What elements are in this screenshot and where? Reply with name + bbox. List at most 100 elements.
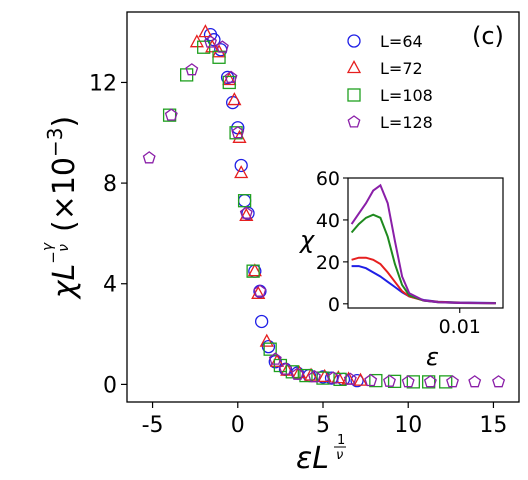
data-point	[268, 352, 282, 365]
data-point	[290, 367, 304, 380]
y-tick-label: 12	[89, 71, 117, 96]
data-point	[326, 371, 340, 384]
data-point	[353, 372, 368, 386]
x-tick-label: -5	[142, 413, 164, 438]
data-point	[316, 371, 330, 385]
inset-y-tick-label: 60	[316, 168, 340, 190]
data-point	[364, 373, 378, 387]
panel-label: (c)	[472, 22, 504, 50]
data-point	[406, 375, 420, 389]
x-label-main: εL	[296, 441, 329, 476]
x-axis-label: εL 1 ν	[296, 433, 346, 476]
data-point	[333, 372, 347, 387]
data-point	[423, 375, 437, 388]
svg-text:χL−γν(×10−3): χL−γν (×10−3)	[40, 116, 82, 300]
data-point	[422, 375, 436, 389]
data-point	[254, 314, 269, 329]
data-point	[299, 368, 313, 383]
inset-y-tick-label: 20	[316, 252, 340, 274]
inset-y-label: χ	[298, 226, 315, 254]
data-point	[204, 35, 217, 48]
legend-marker	[347, 34, 361, 48]
legend-marker	[346, 60, 362, 74]
inset-background	[348, 178, 503, 308]
data-point	[164, 108, 178, 121]
data-point	[185, 63, 199, 76]
legend-label: L=64	[380, 32, 423, 51]
inset-axis-ticks: 0 20 40 60 0.01	[316, 168, 481, 338]
inset-data-lines	[350, 183, 496, 305]
data-point	[387, 374, 402, 389]
x-label-sup-den: ν	[336, 448, 343, 463]
data-point	[162, 108, 177, 122]
y-label-unit: (×10	[47, 157, 82, 232]
data-point	[343, 372, 357, 385]
data-point	[215, 40, 229, 53]
data-point	[227, 92, 242, 106]
data-point	[239, 207, 254, 221]
inset-x-label: ε	[426, 343, 439, 371]
data-point	[142, 151, 156, 164]
data-point	[401, 375, 415, 388]
data-point	[308, 369, 321, 383]
series-l-128	[142, 35, 506, 388]
data-point	[234, 158, 248, 173]
x-tick-label: 5	[316, 413, 330, 438]
data-point	[369, 373, 383, 388]
x-tick-label: 10	[394, 413, 422, 438]
y-label-main: χL	[47, 264, 82, 300]
data-point	[224, 70, 238, 83]
inset-line-l-128	[350, 183, 496, 305]
legend-marker	[347, 88, 361, 102]
legend-label: L=108	[380, 86, 433, 105]
y-label-exp-num: γ	[40, 242, 56, 251]
main-axis-ticks: -5 0 5 10 15 0 4 8 12	[89, 71, 507, 438]
y-tick-label: 8	[103, 172, 117, 197]
inset-y-tick-label: 0	[328, 294, 340, 316]
data-point	[446, 375, 459, 388]
data-point	[285, 365, 299, 379]
y-tick-label: 0	[103, 373, 117, 398]
inset-x-tick-label: 0.01	[439, 316, 481, 338]
inset-y-tick-label: 40	[316, 210, 340, 232]
data-point	[198, 24, 213, 38]
series-l-108	[162, 40, 453, 389]
data-point	[492, 375, 506, 388]
data-point	[229, 126, 243, 140]
data-point	[439, 375, 453, 389]
legend: L=64 L=72 L=108 L=128	[346, 32, 433, 132]
series-l-72	[189, 24, 368, 386]
y-label-minus: −	[44, 251, 62, 264]
data-point	[247, 263, 262, 277]
data-point	[234, 165, 249, 179]
legend-label: L=72	[380, 59, 423, 78]
y-label-unit-close: )	[47, 116, 82, 128]
data-point	[239, 206, 253, 219]
data-point	[253, 284, 267, 297]
y-axis-label: χL−γν (×10−3)	[40, 116, 82, 300]
main-data-points	[142, 24, 506, 389]
svg-text:εL: εL	[296, 441, 329, 476]
data-point	[279, 362, 292, 375]
legend-label: L=128	[380, 113, 433, 132]
y-label-exp-den: ν	[56, 244, 72, 252]
data-point	[246, 264, 260, 278]
data-point	[263, 342, 277, 356]
data-point	[237, 194, 252, 208]
inset-plot-frame	[347, 177, 504, 309]
data-point	[350, 373, 364, 388]
x-label-sup: 1	[337, 433, 345, 448]
data-point	[231, 125, 245, 139]
data-point	[383, 374, 396, 387]
data-point	[468, 375, 482, 388]
y-tick-label: 4	[103, 273, 117, 298]
legend-marker	[347, 115, 361, 128]
y-label-unit-exp: −3	[43, 128, 67, 157]
data-point	[222, 75, 236, 90]
x-tick-label: 0	[231, 413, 245, 438]
data-point	[237, 194, 252, 208]
data-point	[220, 70, 235, 85]
x-tick-label: 15	[479, 413, 507, 438]
data-point	[331, 370, 346, 384]
